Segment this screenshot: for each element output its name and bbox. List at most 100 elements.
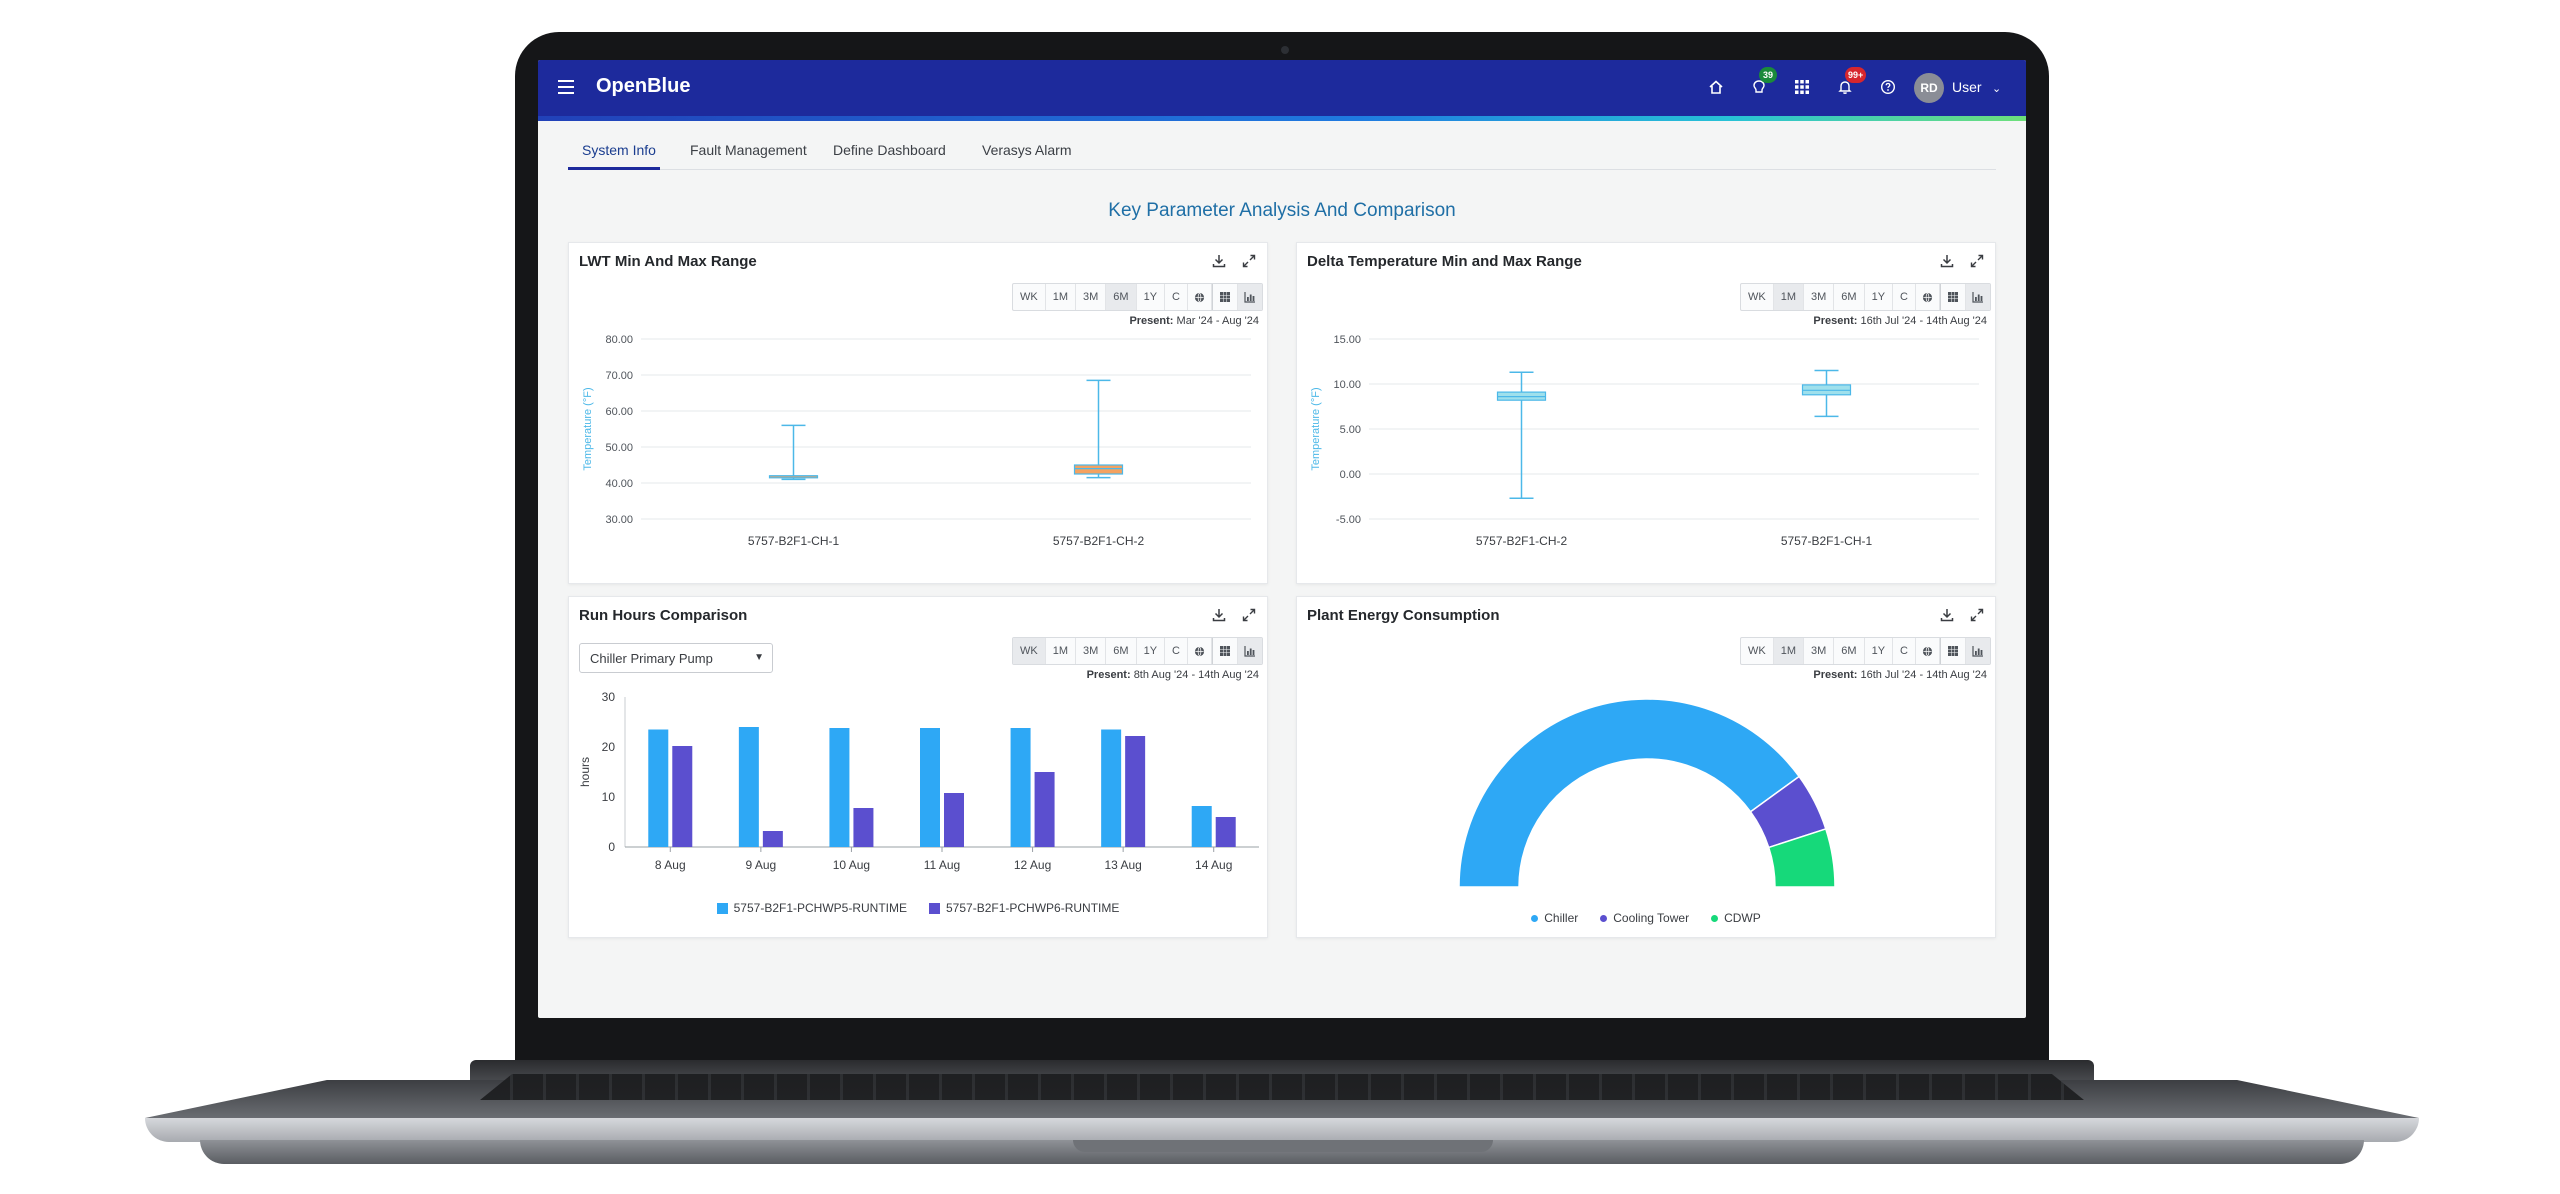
table-view-icon[interactable]: [1940, 638, 1966, 664]
tab-define-dashboard[interactable]: Define Dashboard: [833, 142, 946, 158]
download-icon[interactable]: [1209, 251, 1229, 271]
page-title: Key Parameter Analysis And Comparison: [1108, 200, 1456, 221]
user-avatar[interactable]: RD: [1914, 73, 1944, 103]
range-button-1m[interactable]: 1M: [1046, 638, 1077, 664]
table-view-icon[interactable]: [1212, 284, 1238, 310]
box: [1073, 464, 1124, 475]
range-button-1m[interactable]: 1M: [1773, 284, 1805, 310]
globe-icon[interactable]: [1916, 284, 1940, 310]
laptop-keyboard: [480, 1074, 2084, 1100]
range-button-wk[interactable]: WK: [1741, 284, 1774, 310]
y-tick-label: 30: [602, 690, 616, 704]
bar: [648, 729, 669, 847]
table-view-icon[interactable]: [1212, 638, 1238, 664]
present-range-label: Present: 16th Jul '24 - 14th Aug '24: [1813, 669, 1987, 681]
run-hours-bar-chart: 30 20 10 0 hours 8 Aug 9 Aug 10 Aug 11 Aug 12 Aug…: [578, 690, 1259, 872]
bar: [1101, 729, 1122, 847]
help-icon[interactable]: [1876, 75, 1900, 99]
range-button-6m[interactable]: 6M: [1834, 638, 1865, 664]
card-title: LWT Min And Max Range: [579, 253, 757, 270]
notification-bell-icon[interactable]: 99+: [1833, 67, 1867, 99]
notifications-badge: 99+: [1845, 67, 1867, 83]
legend-item[interactable]: Cooling Tower: [1600, 911, 1689, 925]
x-category-label: 9 Aug: [746, 858, 777, 872]
chevron-down-icon[interactable]: ⌄: [1992, 83, 2002, 95]
range-button-wk[interactable]: WK: [1013, 638, 1046, 664]
download-icon[interactable]: [1937, 251, 1957, 271]
download-icon[interactable]: [1209, 605, 1229, 625]
globe-icon[interactable]: [1188, 638, 1212, 664]
donut-slice: [1458, 698, 1801, 888]
chart-view-icon[interactable]: [1966, 638, 1990, 664]
range-button-1y[interactable]: 1Y: [1865, 638, 1894, 664]
range-button-6m[interactable]: 6M: [1106, 638, 1137, 664]
expand-icon[interactable]: [1967, 605, 1987, 625]
range-button-1y[interactable]: 1Y: [1137, 638, 1166, 664]
equipment-dropdown[interactable]: Chiller Primary Pump ▼: [579, 643, 773, 673]
y-tick-label: 5.00: [1340, 424, 1361, 436]
range-button-3m[interactable]: 3M: [1076, 284, 1107, 310]
bar: [829, 728, 850, 847]
present-range-label: Present: 16th Jul '24 - 14th Aug '24: [1813, 315, 1987, 327]
app-title: OpenBlue: [596, 75, 691, 97]
range-button-c[interactable]: C: [1165, 638, 1188, 664]
hamburger-menu-icon[interactable]: [558, 80, 574, 94]
y-tick-label: 10: [602, 790, 616, 804]
range-button-wk[interactable]: WK: [1013, 284, 1046, 310]
legend-item[interactable]: 5757-B2F1-PCHWP5-RUNTIME: [716, 901, 907, 915]
apps-grid-icon[interactable]: [1790, 75, 1814, 99]
chart-view-icon[interactable]: [1966, 284, 1990, 310]
expand-icon[interactable]: [1239, 605, 1259, 625]
range-button-c[interactable]: C: [1893, 284, 1916, 310]
time-range-selector: WK 1M 3M 6M 1Y C: [1012, 637, 1263, 665]
time-range-selector: WK 1M 3M 6M 1Y C: [1012, 283, 1263, 311]
range-button-1y[interactable]: 1Y: [1865, 284, 1894, 310]
legend-item[interactable]: Chiller: [1531, 911, 1578, 925]
chat-bulb-icon[interactable]: 39: [1747, 67, 1777, 99]
tab-fault-management[interactable]: Fault Management: [690, 142, 807, 158]
download-icon[interactable]: [1937, 605, 1957, 625]
tab-system-info[interactable]: System Info: [582, 142, 656, 158]
range-button-wk[interactable]: WK: [1741, 638, 1774, 664]
expand-icon[interactable]: [1967, 251, 1987, 271]
time-range-selector: WK 1M 3M 6M 1Y C: [1740, 637, 1991, 665]
x-category-label: 5757-B2F1-CH-2: [1053, 534, 1145, 548]
y-tick-label: 30.00: [605, 514, 633, 526]
range-button-1y[interactable]: 1Y: [1137, 284, 1166, 310]
range-button-c[interactable]: C: [1893, 638, 1916, 664]
range-button-3m[interactable]: 3M: [1804, 638, 1835, 664]
table-view-icon[interactable]: [1940, 284, 1966, 310]
card-title: Run Hours Comparison: [579, 607, 748, 624]
tab-verasys-alarm[interactable]: Verasys Alarm: [982, 142, 1072, 158]
legend-item[interactable]: 5757-B2F1-PCHWP6-RUNTIME: [929, 901, 1119, 915]
range-button-1m[interactable]: 1M: [1773, 638, 1805, 664]
delta-boxplot-chart: 15.00 10.00 5.00 0.00 -5.00 Temperature (°F) 5…: [1310, 334, 1979, 548]
user-menu-label[interactable]: User: [1952, 79, 1982, 95]
range-button-3m[interactable]: 3M: [1804, 284, 1835, 310]
header-accent-stripe: [538, 116, 2026, 121]
bar: [1125, 736, 1146, 847]
y-tick-label: 40.00: [605, 478, 633, 490]
run-hours-legend: 5757-B2F1-PCHWP5-RUNTIME 5757-B2F1-PCHWP…: [569, 901, 1267, 915]
legend-item[interactable]: CDWP: [1711, 911, 1761, 925]
range-button-6m[interactable]: 6M: [1834, 284, 1865, 310]
bar: [853, 808, 874, 847]
globe-icon[interactable]: [1916, 638, 1940, 664]
time-range-selector: WK 1M 3M 6M 1Y C: [1740, 283, 1991, 311]
chart-view-icon[interactable]: [1238, 284, 1262, 310]
y-tick-label: 50.00: [605, 442, 633, 454]
lwt-range-card: LWT Min And Max Range WK 1M 3M 6M 1Y C Presen…: [568, 242, 1268, 584]
range-button-6m[interactable]: 6M: [1106, 284, 1137, 310]
range-button-1m[interactable]: 1M: [1046, 284, 1077, 310]
y-tick-label: 60.00: [605, 406, 633, 418]
range-button-c[interactable]: C: [1165, 284, 1188, 310]
chart-view-icon[interactable]: [1238, 638, 1262, 664]
range-button-3m[interactable]: 3M: [1076, 638, 1107, 664]
present-range-label: Present: 8th Aug '24 - 14th Aug '24: [1086, 669, 1259, 681]
x-category-label: 14 Aug: [1195, 858, 1232, 872]
home-icon[interactable]: [1704, 75, 1728, 99]
lwt-boxplot-chart: 80.00 70.00 60.00 50.00 40.00 30.00 Temperatur…: [582, 334, 1251, 548]
expand-icon[interactable]: [1239, 251, 1259, 271]
globe-icon[interactable]: [1188, 284, 1212, 310]
x-category-label: 5757-B2F1-CH-2: [1476, 534, 1568, 548]
